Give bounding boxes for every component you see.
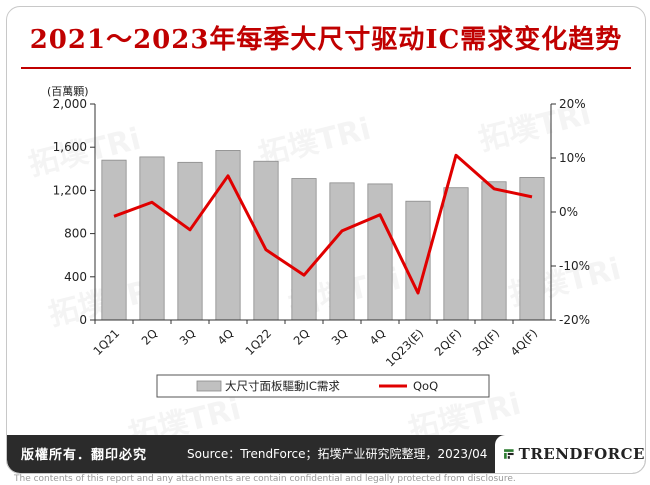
bar [519, 177, 545, 321]
brand-name: TRENDFORCE [518, 445, 645, 463]
x-tick-label: 1Q22 [242, 326, 274, 358]
combo-chart: 0 400 800 1,200 1,600 2,000 -20% -10% 0% 10% 20% (百… [47, 85, 590, 398]
left-tick-label: 0 [79, 313, 87, 327]
x-tick-label: 4Q [367, 326, 388, 347]
bar [253, 160, 279, 321]
right-tick-label: 20% [559, 97, 586, 111]
left-tick-label: 1,200 [53, 183, 87, 197]
bar [291, 178, 317, 321]
bar [101, 159, 127, 321]
x-tick-label: 4Q(F) [508, 326, 541, 359]
x-tick-label: 1Q23(E) [383, 326, 426, 369]
x-tick-label: 3Q(F) [470, 326, 503, 359]
right-tick-label: -20% [559, 313, 590, 327]
disclaimer-text: The contents of this report and any atta… [14, 474, 516, 484]
title-divider [21, 67, 631, 69]
bar [443, 187, 469, 321]
x-tick-label: 4Q [215, 326, 236, 347]
x-tick-label: 1Q21 [90, 326, 122, 358]
report-frame: 拓墣TRi 拓墣TRi 拓墣TRi 拓墣TRi 拓墣TRi 拓墣TRi 拓墣TR… [6, 6, 646, 474]
copyright-notice: 版權所有．翻印必究 [21, 448, 148, 463]
x-tick-label: 2Q [139, 326, 160, 347]
bar [139, 156, 165, 321]
x-tick-label: 3Q [329, 326, 350, 347]
logo-icon [504, 449, 514, 459]
legend-bar-swatch [196, 380, 222, 392]
x-tick-label: 3Q [177, 326, 198, 347]
x-tick-label: 2Q(F) [432, 326, 465, 359]
left-tick-label: 1,600 [53, 140, 87, 154]
source-note: Source：TrendForce；拓墣产业研究院整理，2023/04 [187, 447, 488, 461]
y-unit-label: (百萬顆) [47, 85, 89, 98]
x-tick-label: 2Q [291, 326, 312, 347]
right-tick-label: 0% [559, 205, 578, 219]
legend-line-label: QoQ [413, 379, 438, 393]
legend-box [156, 374, 490, 398]
bar [367, 183, 393, 321]
bar [177, 161, 203, 321]
left-tick-label: 400 [64, 270, 87, 284]
bar [481, 181, 507, 321]
qoq-line [113, 153, 533, 295]
chart-title: 2021～2023年每季大尺寸驱动IC需求变化趋势 [29, 24, 623, 55]
left-tick-label: 2,000 [53, 97, 87, 111]
footer-bar: 版權所有．翻印必究 Source：TrendForce；拓墣产业研究院整理，20… [7, 435, 645, 473]
left-tick-label: 800 [64, 227, 87, 241]
right-tick-label: 10% [559, 151, 586, 165]
bar [329, 182, 355, 321]
trendforce-logo: TRENDFORCE [495, 435, 645, 473]
legend-bar-label: 大尺寸面板驅動IC需求 [225, 379, 340, 393]
right-tick-label: -10% [559, 259, 590, 273]
